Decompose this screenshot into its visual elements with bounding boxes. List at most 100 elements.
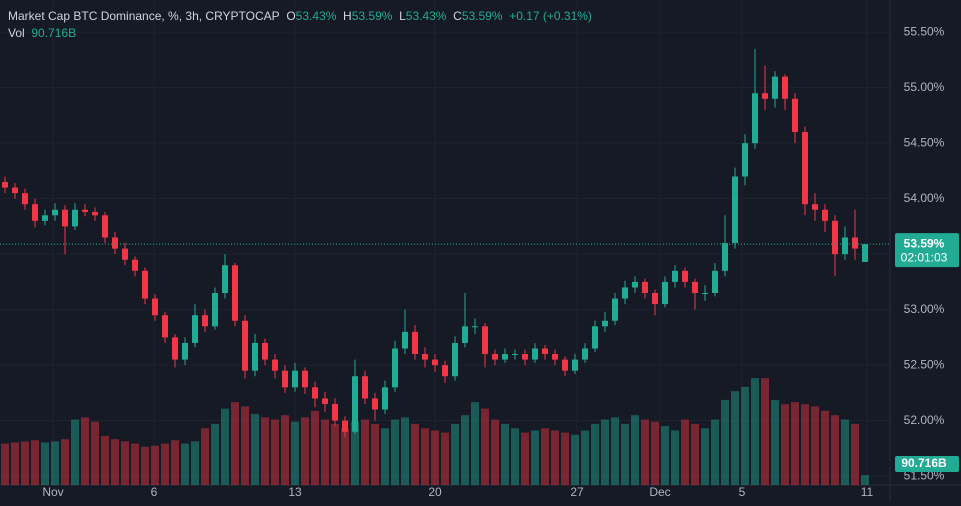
volume-bar — [631, 415, 639, 485]
countdown: 02:01:03 — [901, 250, 948, 264]
candle-body — [432, 359, 438, 366]
x-tick-label: 11 — [861, 485, 874, 499]
candle-body — [272, 359, 278, 371]
x-tick-label: Dec — [649, 485, 670, 499]
candle-body — [782, 76, 788, 99]
c-value: 53.59% — [461, 9, 503, 23]
volume-bar — [311, 410, 319, 485]
candle-body — [752, 93, 758, 144]
x-tick-label: 27 — [570, 485, 584, 499]
candle-body — [672, 270, 678, 282]
volume-bar — [621, 423, 629, 485]
volume-bar — [121, 441, 129, 485]
volume-bar — [251, 414, 259, 485]
candle-body — [2, 182, 8, 188]
volume-bar — [681, 419, 689, 485]
volume-bar — [541, 428, 549, 485]
candle-body — [312, 387, 318, 399]
volume-bar — [401, 417, 409, 485]
candle-body — [442, 365, 448, 377]
price-badge-label: 53.59% — [904, 236, 945, 250]
volume-bar — [411, 423, 419, 485]
candle-body — [662, 281, 668, 305]
candle-body — [362, 376, 368, 399]
volume-bar — [531, 430, 539, 485]
volume-bar — [211, 423, 219, 485]
volume-bar — [731, 391, 739, 485]
candle-body — [602, 320, 608, 327]
candle-body — [32, 204, 38, 221]
volume-bar — [231, 402, 239, 485]
volume-bar — [561, 432, 569, 485]
y-tick-label: 52.50% — [904, 357, 945, 371]
volume-badge-label: 90.716B — [901, 456, 947, 470]
title: Market Cap BTC Dominance, %, 3h, CRYPTOC… — [8, 9, 280, 23]
l-value: 53.43% — [405, 9, 447, 23]
candle-body — [62, 209, 68, 227]
volume-bar — [501, 423, 509, 485]
volume-bar — [521, 432, 529, 485]
volume-bar — [221, 408, 229, 485]
volume-bar — [371, 423, 379, 485]
candle-body — [112, 237, 118, 249]
volume-bar — [431, 430, 439, 485]
volume-bar — [851, 423, 859, 485]
volume-bar — [831, 415, 839, 485]
candle-body — [212, 292, 218, 327]
volume-bar — [1, 443, 9, 485]
volume-bar — [21, 441, 29, 485]
candle-body — [622, 287, 628, 299]
volume-bar — [461, 415, 469, 485]
volume-bar — [11, 442, 19, 485]
candle-body — [772, 76, 778, 99]
candle-body — [642, 281, 648, 293]
volume-bar — [51, 441, 59, 485]
volume-bar — [171, 440, 179, 485]
volume-bar — [141, 446, 149, 485]
volume-bar — [671, 430, 679, 485]
candle-body — [492, 354, 498, 360]
candle-body — [12, 187, 18, 194]
candle-body — [252, 342, 258, 371]
candle-body — [812, 204, 818, 210]
volume-bar — [821, 410, 829, 485]
volume-bar — [861, 475, 869, 485]
volume-bar — [341, 428, 349, 485]
volume-bar — [601, 419, 609, 485]
candle-body — [182, 342, 188, 360]
candle-body — [582, 348, 588, 360]
volume-row: Vol 90.716B — [8, 25, 592, 42]
x-tick-label: 13 — [288, 485, 302, 499]
candle-body — [402, 331, 408, 349]
h-label: H — [343, 9, 352, 23]
volume-bar — [81, 417, 89, 485]
candle-body — [712, 270, 718, 293]
candle-body — [522, 354, 528, 360]
volume-bar — [291, 421, 299, 485]
candle-body — [572, 359, 578, 371]
candle-body — [42, 215, 48, 221]
volume-bar — [781, 404, 789, 485]
candle-body — [652, 292, 658, 305]
y-tick-label: 53.00% — [904, 302, 945, 316]
candle-body — [322, 398, 328, 404]
volume-bar — [471, 402, 479, 485]
candle-body — [352, 376, 358, 432]
volume-bar — [701, 428, 709, 485]
y-tick-label: 54.50% — [904, 135, 945, 149]
candle-body — [702, 292, 708, 294]
volume-bar — [41, 442, 49, 485]
volume-bar — [101, 435, 109, 485]
candle-body — [482, 326, 488, 355]
volume-bar — [651, 421, 659, 485]
volume-badge — [895, 456, 959, 472]
o-value: 53.43% — [295, 9, 337, 23]
candle-body — [72, 209, 78, 227]
candle-body — [802, 132, 808, 205]
candle-body — [222, 265, 228, 293]
candle-body — [262, 342, 268, 360]
volume-bar — [441, 432, 449, 485]
volume-bar — [581, 430, 589, 485]
change: +0.17 (+0.31%) — [509, 9, 592, 23]
